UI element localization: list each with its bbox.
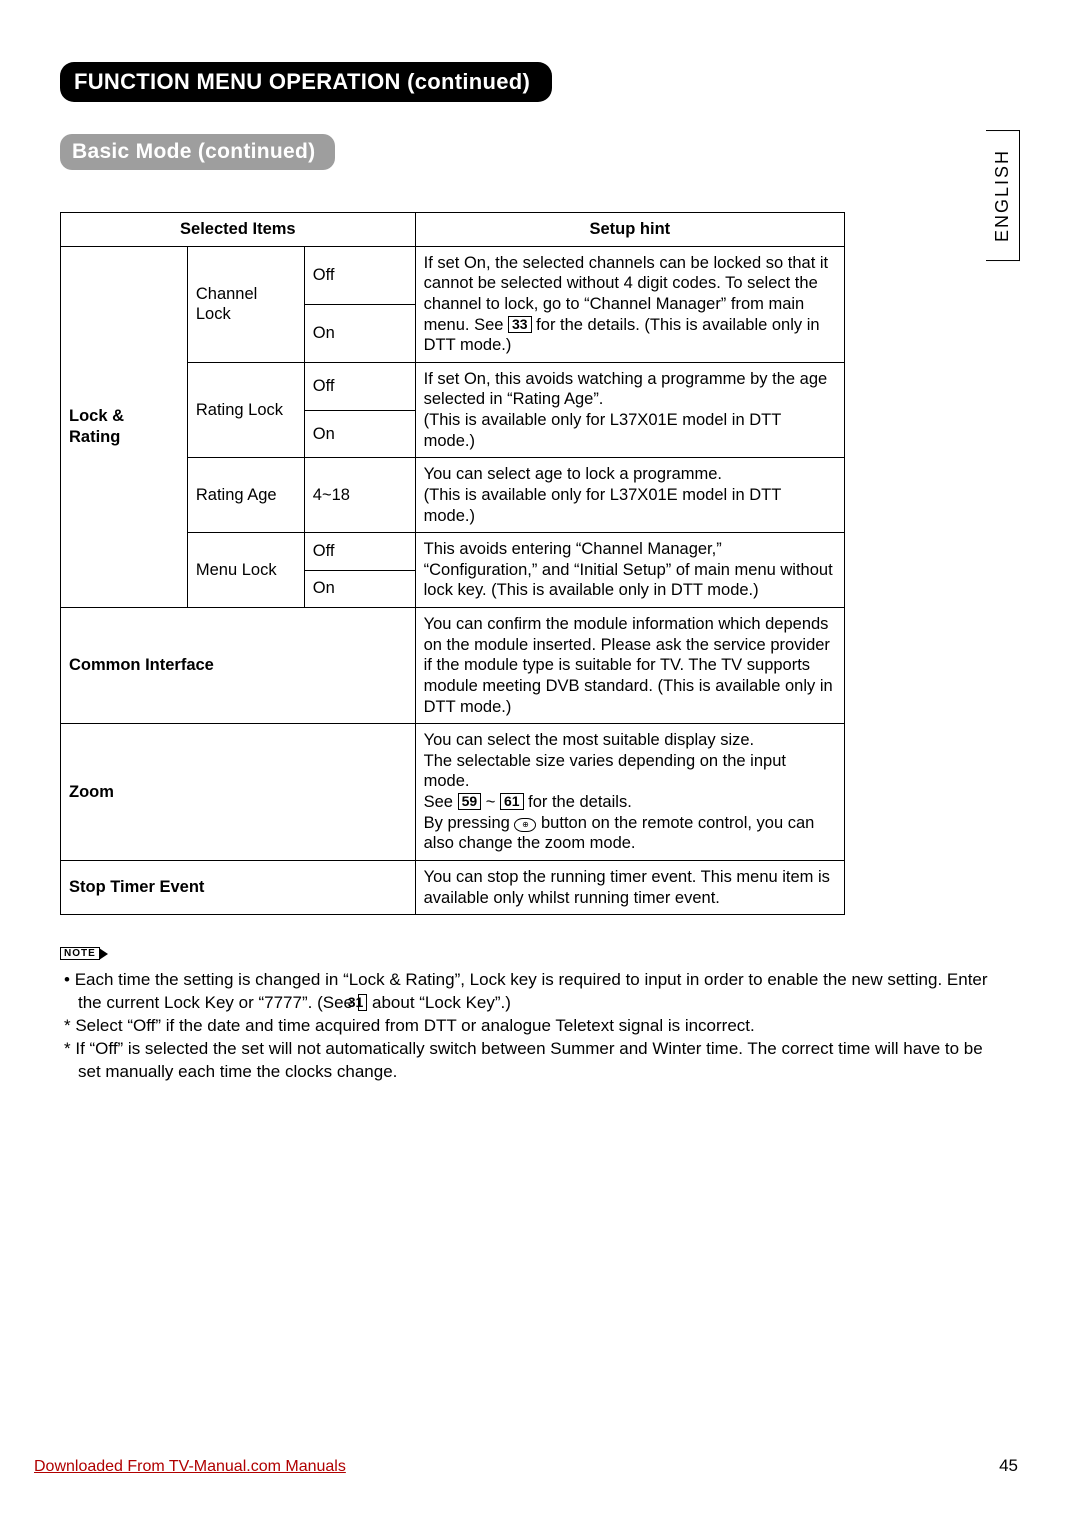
- channel-lock-label: Channel Lock: [187, 246, 304, 362]
- note-2: * Select “Off” if the date and time acqu…: [64, 1015, 990, 1038]
- zoom-tilde: ~: [481, 793, 500, 811]
- lock-rating-group: Lock & Rating: [61, 246, 188, 607]
- note-1a: Each time the setting is changed in “Loc…: [75, 970, 988, 1012]
- rating-lock-off: Off: [304, 362, 415, 410]
- header-setup-hint: Setup hint: [415, 213, 844, 247]
- stop-timer-hint: You can stop the running timer event. Th…: [415, 860, 844, 914]
- ref-box-33: 33: [508, 316, 532, 333]
- channel-lock-hint: If set On, the selected channels can be …: [415, 246, 844, 362]
- language-tab: ENGLISH: [986, 130, 1020, 261]
- menu-lock-on: On: [304, 570, 415, 607]
- menu-lock-hint: This avoids entering “Channel Manager,” …: [415, 533, 844, 608]
- ref-box-31: 31: [358, 994, 368, 1011]
- note-3-text: If “Off” is selected the set will not au…: [75, 1039, 982, 1081]
- rating-lock-hint: If set On, this avoids watching a progra…: [415, 362, 844, 458]
- menu-lock-off: Off: [304, 533, 415, 570]
- menu-lock-label: Menu Lock: [187, 533, 304, 608]
- note-1b: about “Lock Key”.): [367, 993, 511, 1012]
- page-subtitle-bar: Basic Mode (continued): [60, 134, 335, 170]
- note-label-text: NOTE: [64, 948, 96, 959]
- zoom-hint: You can select the most suitable display…: [415, 724, 844, 861]
- ref-box-59: 59: [458, 793, 482, 810]
- rating-lock-label: Rating Lock: [187, 362, 304, 458]
- note-1: • Each time the setting is changed in “L…: [64, 969, 990, 1015]
- header-selected-items: Selected Items: [61, 213, 416, 247]
- note-3: * If “Off” is selected the set will not …: [64, 1038, 990, 1084]
- channel-lock-on: On: [304, 304, 415, 362]
- common-interface-hint: You can confirm the module information w…: [415, 608, 844, 724]
- notes-section: • Each time the setting is changed in “L…: [60, 969, 990, 1084]
- channel-lock-off: Off: [304, 246, 415, 304]
- note-label: NOTE: [60, 947, 100, 960]
- page-title-bar: FUNCTION MENU OPERATION (continued): [60, 62, 552, 102]
- rating-lock-on: On: [304, 410, 415, 458]
- rating-age-label: Rating Age: [187, 458, 304, 533]
- footer-download-link[interactable]: Downloaded From TV-Manual.com Manuals: [34, 1458, 346, 1476]
- ref-box-61: 61: [500, 793, 524, 810]
- zoom-label: Zoom: [61, 724, 416, 861]
- common-interface-label: Common Interface: [61, 608, 416, 724]
- page-number: 45: [999, 1456, 1018, 1476]
- remote-zoom-icon: ⊕: [514, 818, 536, 832]
- stop-timer-label: Stop Timer Event: [61, 860, 416, 914]
- settings-table: Selected Items Setup hint Lock & Rating …: [60, 212, 845, 915]
- rating-age-hint: You can select age to lock a programme. …: [415, 458, 844, 533]
- rating-age-value: 4~18: [304, 458, 415, 533]
- note-2-text: Select “Off” if the date and time acquir…: [75, 1016, 754, 1035]
